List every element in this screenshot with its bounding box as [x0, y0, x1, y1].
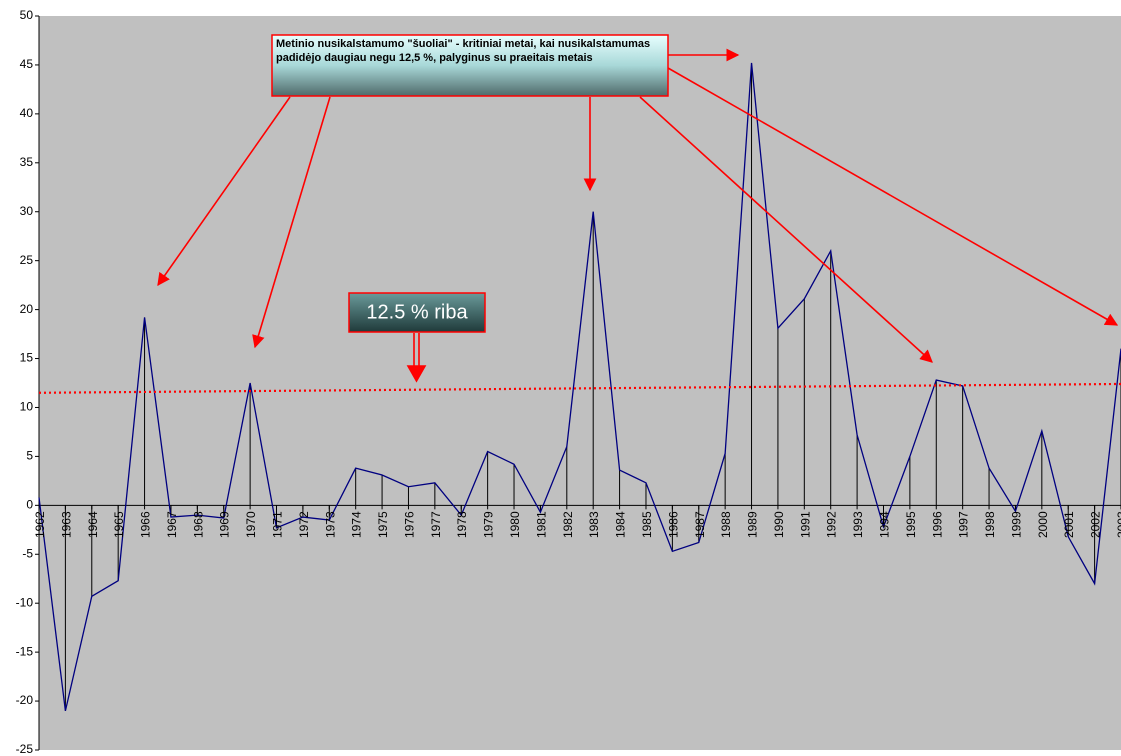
x-tick-label: 1979 [482, 511, 496, 538]
x-tick-label: 1996 [930, 511, 944, 538]
y-tick-label: 15 [20, 351, 34, 365]
y-tick-label: 40 [20, 106, 34, 120]
x-tick-label: 1972 [297, 511, 311, 538]
x-tick-label: 1974 [350, 511, 364, 538]
y-tick-label: 30 [20, 204, 34, 218]
x-tick-label: 1975 [376, 511, 390, 538]
x-tick-label: 1991 [798, 511, 812, 538]
x-tick-label: 1965 [112, 511, 126, 538]
x-tick-label: 1986 [666, 511, 680, 538]
riba-label: 12.5 % riba [366, 301, 468, 323]
y-tick-label: 10 [20, 400, 34, 414]
y-tick-label: 50 [20, 8, 34, 22]
y-tick-label: 5 [26, 449, 33, 463]
x-tick-label: 1983 [587, 511, 601, 538]
y-tick-label: -10 [16, 595, 34, 609]
x-tick-label: 1977 [429, 511, 443, 538]
x-tick-label: 1978 [455, 511, 469, 538]
x-tick-label: 1962 [33, 511, 47, 538]
annotation-box [271, 34, 669, 97]
annotation: Metinio nusikalstamumo "šuoliai" - kriti… [276, 38, 651, 64]
x-tick-label: 2001 [1062, 511, 1076, 538]
series-line [38, 62, 1121, 711]
x-tick-label: 1976 [402, 511, 416, 538]
x-tick-label: 1970 [244, 511, 258, 538]
x-tick-label: 1988 [719, 511, 733, 538]
x-tick-label: 2003 [1115, 511, 1121, 538]
arrows [157, 48, 1119, 383]
x-tick-label: 1969 [218, 511, 232, 538]
x-tick-label: 1999 [1009, 511, 1023, 538]
x-tick-label: 1987 [693, 511, 707, 538]
y-tick-label: -25 [16, 742, 34, 756]
x-tick-label: 1973 [323, 511, 337, 538]
y-tick-label: 0 [26, 498, 33, 512]
x-tick-label: 1990 [772, 511, 786, 538]
y-tick-label: 20 [20, 302, 34, 316]
x-tick-label: 1971 [271, 511, 285, 538]
x-tick-label: 1966 [139, 511, 153, 538]
y-tick-label: 45 [20, 57, 34, 71]
x-tick-label: 1981 [534, 511, 548, 538]
y-tick-label: -20 [16, 693, 34, 707]
x-tick-label: 1980 [508, 511, 522, 538]
y-tick-label: 25 [20, 253, 34, 267]
x-tick-label: 1964 [86, 511, 100, 538]
x-tick-label: 1967 [165, 511, 179, 538]
x-tick-label: 1982 [561, 511, 575, 538]
y-tick-label: 35 [20, 155, 34, 169]
x-tick-label: 1992 [825, 511, 839, 538]
y-tick-label: -15 [16, 644, 34, 658]
x-tick-label: 1998 [983, 511, 997, 538]
x-tick-label: 1993 [851, 511, 865, 538]
x-tick-label: 1989 [746, 511, 760, 538]
x-tick-label: 2002 [1089, 511, 1103, 538]
y-tick-label: -5 [22, 546, 33, 560]
x-tick-label: 1997 [957, 511, 971, 538]
plot-area [39, 16, 1121, 750]
x-tick-label: 1968 [191, 511, 205, 538]
x-tick-label: 1963 [59, 511, 73, 538]
annotation-wrap: Metinio nusikalstamumo "šuoliai" - kriti… [276, 38, 651, 64]
trendline [38, 382, 1121, 394]
x-tick-label: 1994 [877, 511, 891, 538]
x-tick-label: 2000 [1036, 511, 1050, 538]
riba-box [348, 292, 486, 333]
x-tick-label: 1984 [614, 511, 628, 538]
x-tick-label: 1995 [904, 511, 918, 538]
x-tick-label: 1985 [640, 511, 654, 538]
